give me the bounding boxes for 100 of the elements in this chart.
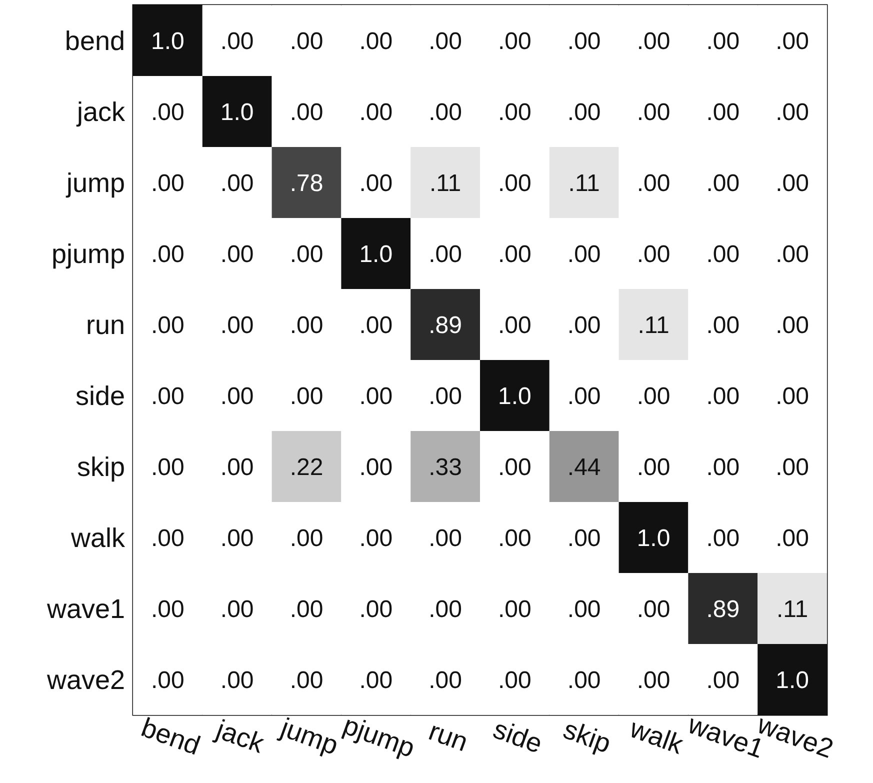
data-label: .00 <box>220 312 254 339</box>
data-label: .00 <box>498 98 532 126</box>
data-label: .00 <box>706 312 740 339</box>
data-label: .00 <box>706 454 740 481</box>
data-label: .00 <box>567 524 601 552</box>
data-label: .00 <box>428 240 462 268</box>
y-tick-label: wave1 <box>46 594 125 624</box>
data-label: .00 <box>428 382 462 410</box>
data-label: .00 <box>706 170 740 197</box>
data-label: .11 <box>568 170 600 197</box>
data-label: .00 <box>776 454 809 481</box>
y-tick-label: bend <box>64 26 125 56</box>
data-label: .00 <box>359 596 393 623</box>
data-label: .00 <box>706 240 740 268</box>
y-tick-label: pjump <box>51 239 125 270</box>
data-label: .00 <box>567 240 601 268</box>
data-label: .00 <box>776 382 809 410</box>
data-label: .00 <box>706 98 740 126</box>
data-label: .00 <box>498 524 532 552</box>
x-tick-label: run <box>424 716 472 758</box>
data-label: .00 <box>498 240 532 268</box>
data-label: .00 <box>706 28 740 55</box>
data-label: .00 <box>151 382 184 410</box>
data-label: .00 <box>636 596 670 623</box>
data-label: .00 <box>428 666 462 694</box>
data-label: .00 <box>220 240 254 268</box>
y-tick-label: skip <box>76 452 125 482</box>
data-label: .00 <box>567 98 601 126</box>
y-tick-label: jack <box>76 97 126 128</box>
data-label: .00 <box>220 666 254 694</box>
data-label: .11 <box>776 596 808 623</box>
data-label: .00 <box>776 98 809 126</box>
data-label: .00 <box>151 596 184 623</box>
data-label: .89 <box>428 312 462 339</box>
x-tick-label: skip <box>559 714 615 759</box>
data-label: .00 <box>220 382 254 410</box>
data-label: .00 <box>567 596 601 623</box>
data-label: .00 <box>636 382 670 410</box>
data-label: .00 <box>636 240 670 268</box>
data-label: .00 <box>636 98 670 126</box>
data-label: .00 <box>428 524 462 552</box>
data-label: .00 <box>776 524 809 552</box>
data-label: .00 <box>498 454 532 481</box>
y-tick-label: jump <box>65 168 125 198</box>
data-label: 1.0 <box>220 98 254 126</box>
data-label: .00 <box>290 524 324 552</box>
data-label: 1.0 <box>636 524 670 552</box>
data-label: .00 <box>220 28 254 55</box>
data-label: .00 <box>776 170 809 197</box>
data-label: .44 <box>567 454 601 481</box>
data-label: .00 <box>567 666 601 694</box>
data-label: .11 <box>638 312 670 339</box>
data-label: .00 <box>706 666 740 694</box>
data-label: .00 <box>290 28 324 55</box>
data-label: .00 <box>359 98 393 126</box>
data-label: .00 <box>359 524 393 552</box>
data-label: .00 <box>706 524 740 552</box>
data-label: .00 <box>359 454 393 481</box>
data-label: .00 <box>151 312 184 339</box>
x-tick-label: jack <box>212 714 268 760</box>
data-label: 1.0 <box>776 666 809 694</box>
data-label: .11 <box>430 170 462 197</box>
data-label: .00 <box>220 170 254 197</box>
data-label: .00 <box>498 666 532 694</box>
data-label: .00 <box>359 312 393 339</box>
data-label: .00 <box>428 28 462 55</box>
x-tick-label: side <box>489 714 546 760</box>
data-label: .00 <box>567 382 601 410</box>
y-tick-label: wave2 <box>46 665 125 696</box>
data-label: .00 <box>290 312 324 339</box>
data-label: .00 <box>428 596 462 623</box>
data-label: .00 <box>151 170 184 197</box>
data-label: .33 <box>428 454 462 481</box>
data-label: .00 <box>567 28 601 55</box>
data-label: .00 <box>151 98 184 126</box>
data-label: .00 <box>567 312 601 339</box>
data-label: .00 <box>498 170 532 197</box>
data-label: .00 <box>498 596 532 623</box>
data-label: .00 <box>359 28 393 55</box>
data-label: .78 <box>290 170 324 197</box>
data-label: .00 <box>359 666 393 694</box>
data-label: .00 <box>151 524 184 552</box>
data-label: .00 <box>151 240 184 268</box>
data-label: .22 <box>290 454 324 481</box>
data-label: .00 <box>151 454 184 481</box>
data-label: .00 <box>359 170 393 197</box>
data-label: 1.0 <box>359 240 393 268</box>
data-label: .00 <box>290 98 324 126</box>
data-label: .00 <box>636 170 670 197</box>
data-label: .00 <box>151 666 184 694</box>
data-label: .00 <box>498 312 532 339</box>
data-label: .00 <box>776 312 809 339</box>
data-label: 1.0 <box>151 28 184 55</box>
data-label: .00 <box>636 28 670 55</box>
data-label: .00 <box>220 596 254 623</box>
data-label: .00 <box>290 240 324 268</box>
data-label: .00 <box>706 382 740 410</box>
data-label: .00 <box>290 596 324 623</box>
y-tick-label: run <box>86 310 125 340</box>
data-label: .00 <box>220 454 254 481</box>
